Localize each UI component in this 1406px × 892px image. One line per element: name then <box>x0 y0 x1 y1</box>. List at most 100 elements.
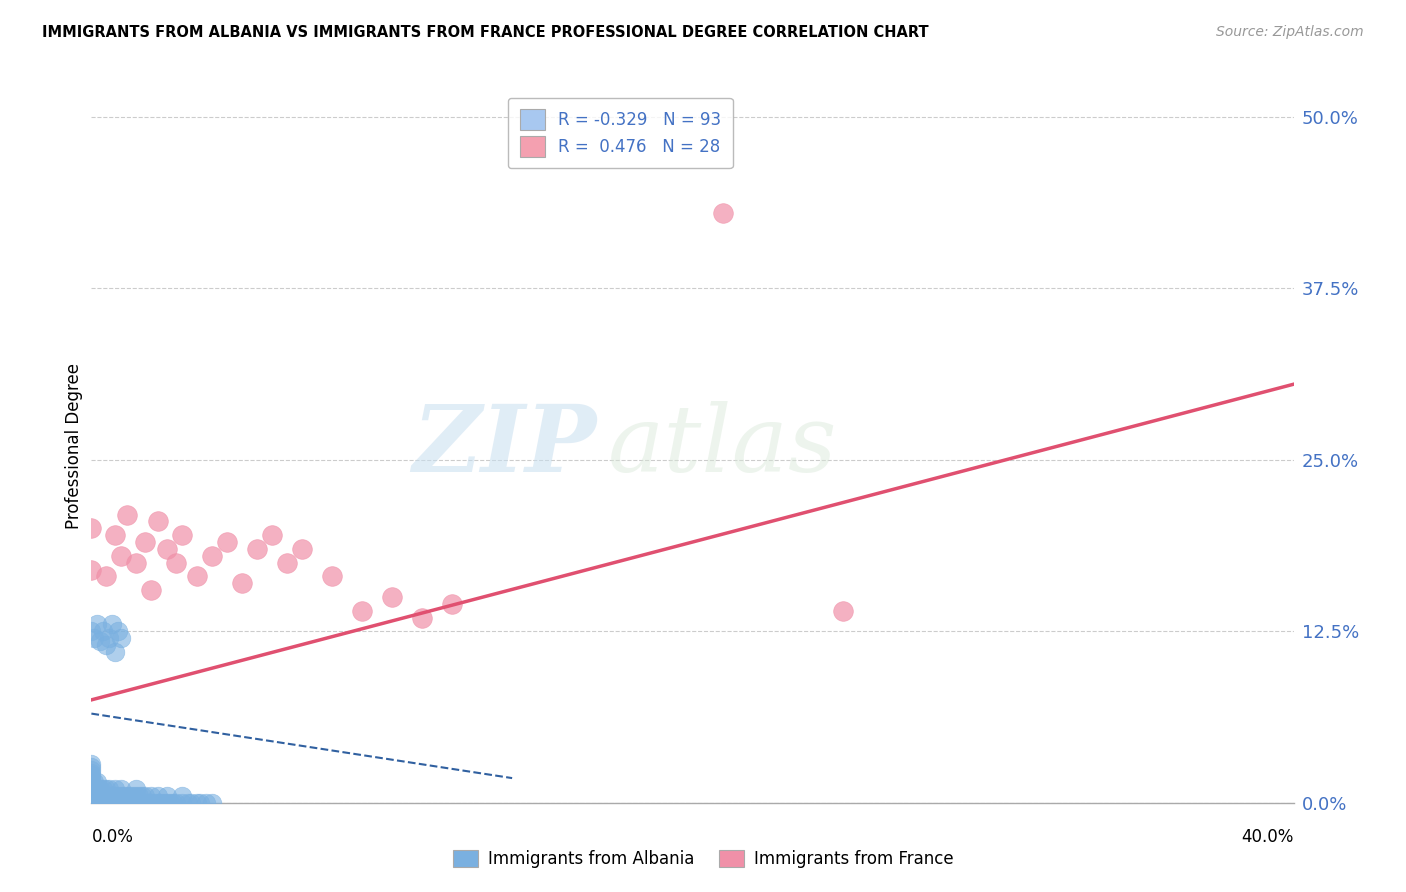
Point <box>83 782 105 797</box>
Point <box>98 631 121 645</box>
Point <box>80 788 103 802</box>
Text: Source: ZipAtlas.com: Source: ZipAtlas.com <box>1216 25 1364 39</box>
Point <box>155 789 177 803</box>
Point <box>110 631 132 645</box>
Text: atlas: atlas <box>609 401 838 491</box>
Point <box>246 541 269 556</box>
Point <box>215 535 238 549</box>
Point <box>134 796 156 810</box>
Point <box>86 796 108 810</box>
Point <box>104 528 127 542</box>
Point <box>134 789 156 803</box>
Point <box>170 528 193 542</box>
Point <box>80 763 103 777</box>
Point <box>152 796 174 810</box>
Point <box>96 638 118 652</box>
Point <box>117 508 139 522</box>
Point <box>176 796 198 810</box>
Point <box>89 633 111 648</box>
Point <box>83 775 105 789</box>
Point <box>93 789 115 803</box>
Point <box>110 549 132 563</box>
Point <box>138 796 160 810</box>
Point <box>260 528 283 542</box>
Point <box>80 785 103 799</box>
Point <box>93 624 115 639</box>
Point <box>162 796 184 810</box>
Point <box>107 624 129 639</box>
Point <box>110 796 132 810</box>
Point <box>89 782 111 797</box>
Point <box>98 782 121 797</box>
Point <box>104 645 127 659</box>
Point <box>128 789 150 803</box>
Point <box>80 521 103 535</box>
Point <box>122 789 145 803</box>
Point <box>411 610 433 624</box>
Point <box>831 604 853 618</box>
Point <box>104 789 127 803</box>
Point <box>83 789 105 803</box>
Point <box>125 782 148 797</box>
Point <box>117 789 139 803</box>
Point <box>96 782 118 797</box>
Point <box>80 765 103 780</box>
Point <box>128 796 150 810</box>
Point <box>114 796 136 810</box>
Point <box>98 796 121 810</box>
Point <box>155 796 177 810</box>
Legend: R = -0.329   N = 93, R =  0.476   N = 28: R = -0.329 N = 93, R = 0.476 N = 28 <box>508 97 733 169</box>
Point <box>141 583 163 598</box>
Point <box>188 796 211 810</box>
Point <box>80 780 103 794</box>
Text: 40.0%: 40.0% <box>1241 828 1294 846</box>
Point <box>231 576 253 591</box>
Y-axis label: Professional Degree: Professional Degree <box>65 363 83 529</box>
Point <box>80 776 103 790</box>
Point <box>110 789 132 803</box>
Point <box>80 760 103 774</box>
Point <box>201 549 224 563</box>
Point <box>80 773 103 788</box>
Point <box>321 569 343 583</box>
Point <box>141 789 163 803</box>
Text: 0.0%: 0.0% <box>91 828 134 846</box>
Point <box>107 789 129 803</box>
Point <box>170 789 193 803</box>
Point <box>180 796 202 810</box>
Point <box>101 796 124 810</box>
Point <box>93 796 115 810</box>
Point <box>350 604 373 618</box>
Point <box>80 771 103 785</box>
Point <box>165 556 187 570</box>
Point <box>149 796 172 810</box>
Point <box>440 597 463 611</box>
Point <box>186 796 208 810</box>
Point <box>80 782 103 797</box>
Point <box>276 556 298 570</box>
Point <box>83 796 105 810</box>
Point <box>80 793 103 807</box>
Point <box>104 796 127 810</box>
Point <box>141 796 163 810</box>
Point <box>170 796 193 810</box>
Point <box>101 789 124 803</box>
Point <box>165 796 187 810</box>
Text: IMMIGRANTS FROM ALBANIA VS IMMIGRANTS FROM FRANCE PROFESSIONAL DEGREE CORRELATIO: IMMIGRANTS FROM ALBANIA VS IMMIGRANTS FR… <box>42 25 929 40</box>
Point <box>98 789 121 803</box>
Point <box>110 782 132 797</box>
Point <box>120 796 142 810</box>
Point <box>83 631 105 645</box>
Point <box>96 569 118 583</box>
Point <box>96 796 118 810</box>
Point <box>86 789 108 803</box>
Point <box>89 789 111 803</box>
Point <box>96 789 118 803</box>
Point <box>101 617 124 632</box>
Point <box>125 789 148 803</box>
Point <box>131 796 153 810</box>
Point <box>201 796 224 810</box>
Point <box>134 535 156 549</box>
Point <box>146 515 169 529</box>
Point <box>86 782 108 797</box>
